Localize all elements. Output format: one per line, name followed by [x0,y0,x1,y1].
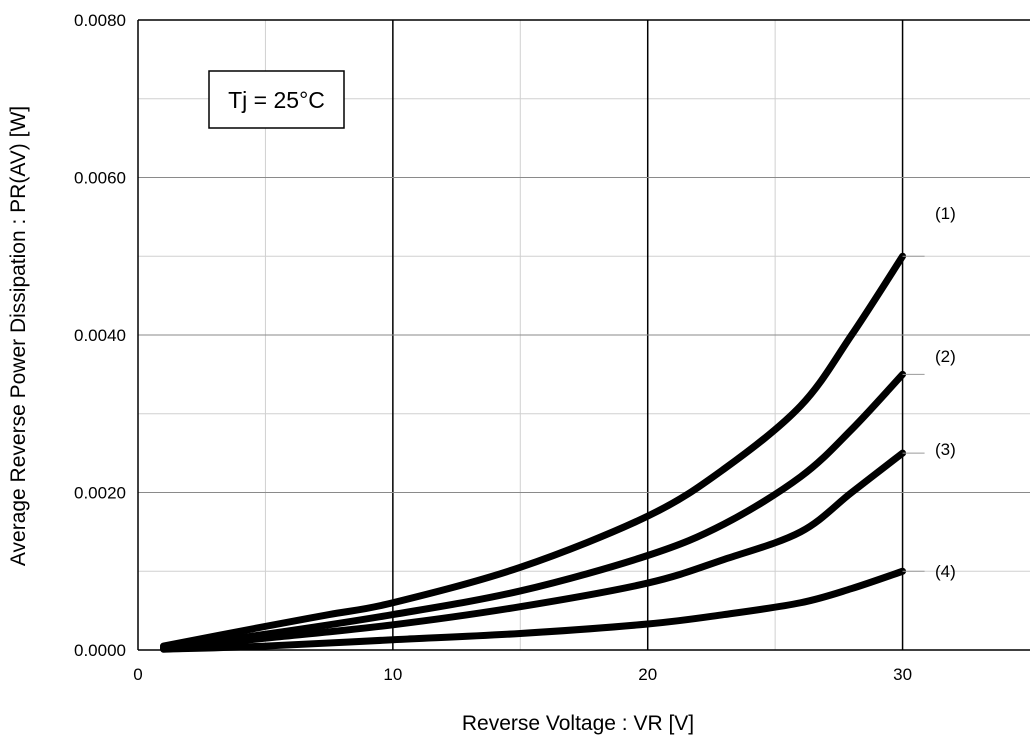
y-tick-label: 0.0000 [74,641,126,660]
series-label-2: (2) [935,347,956,366]
temperature-annotation: Tj = 25°C [208,70,345,129]
x-axis-title: Reverse Voltage : VR [V] [462,712,694,735]
series-lines [159,252,907,653]
x-tick-label: 10 [383,665,402,684]
major-grid [138,20,1030,650]
x-tick-label: 0 [133,665,142,684]
annotation-text: Tj = 25°C [228,87,325,113]
series-line-1 [159,252,907,650]
series-line-4 [159,567,907,653]
series-label-1: (1) [935,204,956,223]
series-label-3: (3) [935,440,956,459]
y-axis-title: Average Reverse Power Dissipation : PR(A… [7,106,30,566]
annotation-box [208,70,345,129]
series-line-2 [159,370,907,652]
x-tick-label: 20 [638,665,657,684]
y-tick-label: 0.0080 [74,11,126,30]
series-labels: (1) (2) (3) (4) [902,204,956,581]
series-label-4: (4) [935,562,956,581]
tick-labels: 0 10 20 30 0.0000 0.0020 0.0040 0.0060 0.0080 [74,11,912,684]
axes [137,19,1030,651]
y-tick-label: 0.0040 [74,326,126,345]
series-line-3 [159,449,907,652]
y-tick-label: 0.0060 [74,169,126,188]
y-tick-label: 0.0020 [74,484,126,503]
x-tick-label: 30 [893,665,912,684]
